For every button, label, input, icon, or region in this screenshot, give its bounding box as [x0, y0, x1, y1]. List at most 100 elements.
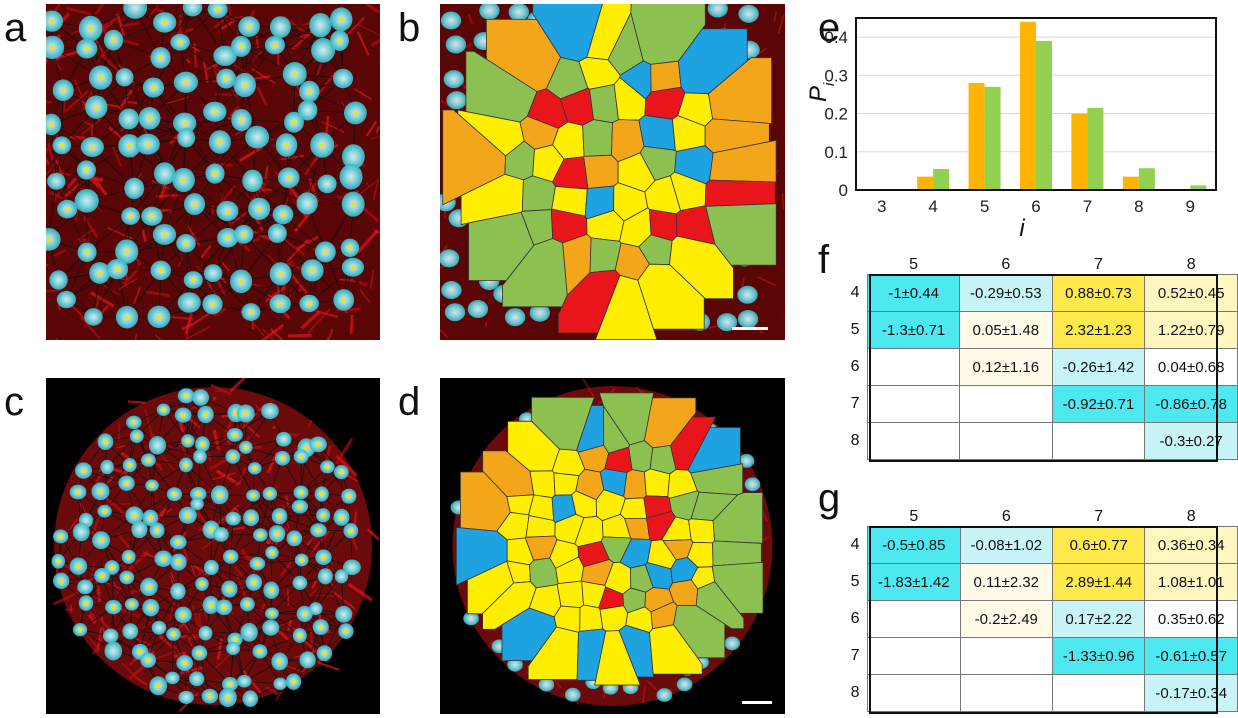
- matrix-row-header: 6: [850, 358, 860, 375]
- matrix-cell: [867, 600, 961, 638]
- matrix-row-header: 4: [850, 536, 860, 553]
- bar-green-4: [933, 168, 950, 190]
- y-tick-label: 0: [839, 181, 848, 200]
- bar-green-8: [1138, 168, 1155, 190]
- matrix-cell: 0.12±1.16: [958, 348, 1053, 386]
- matrix-cell: 0.04±0.68: [1144, 348, 1238, 386]
- matrix-cell: 0.35±0.62: [1144, 600, 1238, 638]
- voronoi-map-d-image: [440, 378, 785, 714]
- matrix-col-header: 7: [1094, 256, 1103, 273]
- matrix-row-header: 5: [850, 573, 860, 590]
- matrix-cell: 0.11±2.32: [959, 563, 1054, 601]
- matrix-cell: [867, 637, 961, 675]
- matrix-cell: -0.61±0.57: [1144, 637, 1238, 675]
- matrix-cell: 0.52±0.45: [1144, 274, 1238, 312]
- matrix-cell: 2.32±1.23: [1051, 311, 1146, 349]
- matrix-cell: 1.08±1.01: [1144, 563, 1238, 601]
- panel-label-e: e: [818, 6, 841, 50]
- voronoi-map-b-image: [440, 4, 785, 340]
- matrix-cell: -0.26±1.42: [1051, 348, 1146, 386]
- correlation-matrix-g: 5 6 7 8 4 -0.5±0.85 -0.08±1.02 0.6±0.77 0.36±0.3…: [843, 504, 1238, 712]
- matrix-col-header: 8: [1186, 508, 1196, 525]
- matrix-col-header: 7: [1094, 508, 1104, 525]
- panel-label-f: f: [818, 238, 830, 282]
- micrograph-a-image: [46, 4, 380, 340]
- matrix-cell: [959, 637, 1054, 675]
- matrix-corner: [843, 252, 868, 275]
- matrix-col-header: 6: [1001, 256, 1011, 273]
- matrix-col-header: 5: [909, 508, 919, 525]
- matrix-row-header: 8: [850, 684, 860, 701]
- matrix-row-header: 5: [850, 321, 860, 338]
- matrix-cell: -1.33±0.96: [1051, 637, 1146, 675]
- bar-green-7: [1087, 107, 1104, 190]
- correlation-matrix-f: 5 6 7 8 4 -1±0.44 -0.29±0.53 0.88±0.73 0.52±0.45…: [843, 252, 1238, 460]
- matrix-row-header: 8: [850, 432, 860, 449]
- matrix-row: 7 -0.92±0.71 -0.86±0.78: [843, 385, 1238, 423]
- x-tick-label: 3: [877, 197, 886, 216]
- matrix-cell: 2.89±1.44: [1051, 563, 1146, 601]
- matrix-cell: 0.05±1.48: [958, 311, 1053, 349]
- bar-green-9: [1190, 185, 1207, 190]
- matrix-row-header: 4: [850, 284, 860, 301]
- y-tick-label: 0.2: [824, 105, 848, 124]
- matrix-row: 8 -0.3±0.27: [843, 422, 1238, 460]
- matrix-corner: [843, 504, 868, 527]
- matrix-row-header: 6: [850, 610, 860, 627]
- bar-orange-8: [1122, 176, 1139, 190]
- matrix-col-header: 8: [1186, 256, 1196, 273]
- x-tick-label: 7: [1083, 197, 1092, 216]
- y-tick-label: 0.1: [824, 143, 848, 162]
- matrix-cell: -0.5±0.85: [867, 526, 961, 564]
- x-tick-label: 5: [980, 197, 989, 216]
- micrograph-c-image: [46, 378, 380, 714]
- x-tick-label: 9: [1186, 197, 1195, 216]
- bar-orange-5: [968, 82, 985, 190]
- matrix-cell: 0.17±2.22: [1051, 600, 1146, 638]
- matrix-cell: -1.83±1.42: [867, 563, 961, 601]
- x-tick-label: 4: [928, 197, 937, 216]
- matrix-cell: -1.3±0.71: [867, 311, 960, 349]
- bar-orange-6: [1020, 21, 1036, 191]
- matrix-row-header: 7: [850, 647, 860, 664]
- panel-label-c: c: [4, 380, 24, 424]
- matrix-cell: [867, 385, 960, 423]
- panel-label-a: a: [4, 6, 27, 50]
- matrix-cell: -0.29±0.53: [958, 274, 1053, 312]
- matrix-cell: [867, 674, 961, 712]
- x-axis-label: i: [1019, 215, 1025, 240]
- matrix-cell: [867, 422, 960, 460]
- panel-label-b: b: [398, 6, 421, 50]
- bar-green-6: [1036, 40, 1052, 190]
- micrograph-a: [46, 4, 380, 340]
- panel-label-g: g: [818, 476, 841, 520]
- matrix-cell: -0.3±0.27: [1144, 422, 1238, 460]
- x-tick-label: 8: [1134, 197, 1143, 216]
- voronoi-map-d: [440, 378, 785, 714]
- matrix-row: 6 -0.2±2.49 0.17±2.22 0.35±0.62: [843, 600, 1238, 638]
- matrix-row-header: 7: [850, 395, 860, 412]
- matrix-cell: [867, 348, 960, 386]
- y-axis-label: P: [805, 86, 832, 102]
- y-axis-label-subscript: i: [821, 82, 838, 86]
- matrix-row: 5 -1.83±1.42 0.11±2.32 2.89±1.44 1.08±1.01: [843, 563, 1238, 601]
- matrix-col-header: 5: [909, 256, 919, 273]
- matrix-row: 4 -1±0.44 -0.29±0.53 0.88±0.73 0.52±0.45: [843, 274, 1238, 312]
- micrograph-c: [46, 378, 380, 714]
- matrix-cell: 1.22±0.79: [1144, 311, 1238, 349]
- matrix-cell: -0.08±1.02: [959, 526, 1054, 564]
- matrix-cell: -0.2±2.49: [959, 600, 1054, 638]
- matrix-cell: [958, 385, 1053, 423]
- y-tick-label: 0.3: [824, 66, 848, 85]
- matrix-row: 8 -0.17±0.34: [843, 674, 1238, 712]
- panel-label-d: d: [398, 380, 421, 424]
- matrix-cell: [959, 674, 1054, 712]
- matrix-row: 6 0.12±1.16 -0.26±1.42 0.04±0.68: [843, 348, 1238, 386]
- matrix-row: 7 -1.33±0.96 -0.61±0.57: [843, 637, 1238, 675]
- matrix-row: 4 -0.5±0.85 -0.08±1.02 0.6±0.77 0.36±0.34: [843, 526, 1238, 564]
- bar-orange-7: [1071, 113, 1088, 190]
- matrix-cell: -1±0.44: [867, 274, 960, 312]
- matrix-cell: 0.6±0.77: [1051, 526, 1146, 564]
- matrix-cell: [1051, 422, 1146, 460]
